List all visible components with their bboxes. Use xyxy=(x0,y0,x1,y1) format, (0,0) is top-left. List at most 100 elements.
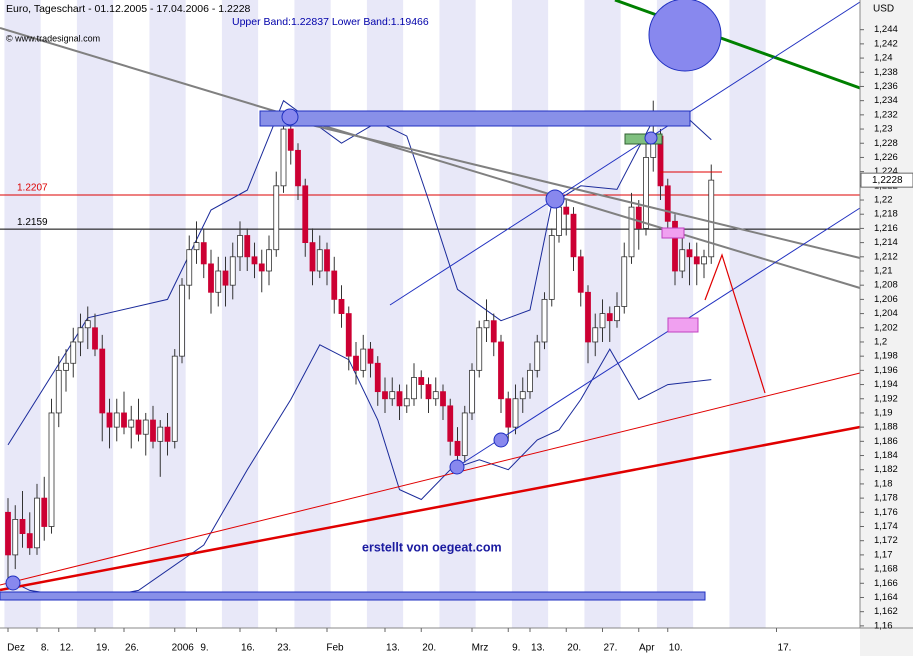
candle-body xyxy=(171,355,178,442)
candle-body xyxy=(266,249,272,272)
candle-body xyxy=(556,206,562,236)
candle-body xyxy=(258,263,265,272)
candle-body xyxy=(84,320,91,329)
y-tick-label: 1,214 xyxy=(874,237,898,248)
candle-body xyxy=(635,206,642,229)
y-tick-label: 1,212 xyxy=(874,251,898,262)
candle-body xyxy=(367,348,374,364)
stripe xyxy=(656,0,694,628)
candle-body xyxy=(121,412,127,428)
y-tick-label: 1,176 xyxy=(874,507,898,518)
y-tick-label: 1,194 xyxy=(874,379,898,390)
y-tick-label: 1,226 xyxy=(874,152,898,163)
trendline xyxy=(269,114,861,259)
x-tick-label: 8. xyxy=(41,643,49,654)
candle-body xyxy=(541,298,548,343)
candle-body xyxy=(244,235,251,258)
marker-circle xyxy=(5,575,21,591)
zone xyxy=(667,317,699,333)
candle-body xyxy=(403,398,410,407)
candle-body xyxy=(469,369,475,414)
y-tick-label: 1,18 xyxy=(874,478,893,489)
candle-body xyxy=(135,419,142,435)
y-tick-label: 1,162 xyxy=(874,606,898,617)
y-tick-label: 1,238 xyxy=(874,67,898,78)
price-label: 1,2228 xyxy=(872,175,903,186)
forecast-path xyxy=(704,253,766,394)
x-tick-label: 16. xyxy=(241,643,255,654)
candle-body xyxy=(302,185,309,244)
candle-body xyxy=(664,185,671,222)
candle-body xyxy=(382,391,388,400)
y-tick-label: 1,172 xyxy=(874,535,898,546)
zone xyxy=(259,110,691,127)
marker-circle xyxy=(648,0,722,72)
candle-body xyxy=(157,426,164,442)
marker-circle xyxy=(644,131,658,145)
y-tick-label: 1,174 xyxy=(874,521,898,532)
candle-body xyxy=(34,497,40,549)
y-tick-label: 1,22 xyxy=(874,195,893,206)
candle-body xyxy=(490,320,497,343)
marker-circle xyxy=(545,189,565,209)
candle-body xyxy=(411,377,417,400)
candle-body xyxy=(99,348,106,414)
x-tick-label: 13. xyxy=(531,643,545,654)
candle-body xyxy=(186,249,193,286)
y-tick-label: 1,2 xyxy=(874,336,887,347)
candle-body xyxy=(606,313,613,322)
x-tick-label: 20. xyxy=(567,643,581,654)
candle-body xyxy=(338,298,345,314)
candle-body xyxy=(19,519,26,535)
candle-body xyxy=(309,242,316,272)
marker-circle xyxy=(449,459,465,475)
y-tick-label: 1,24 xyxy=(874,53,893,64)
y-tick-label: 1,164 xyxy=(874,592,898,603)
candle-body xyxy=(614,306,620,322)
level-label: 1.2159 xyxy=(17,217,48,228)
y-tick-label: 1,206 xyxy=(874,294,898,305)
candle-body xyxy=(440,391,446,407)
candle-body xyxy=(164,426,171,442)
candle-body xyxy=(222,270,229,286)
candle-body xyxy=(5,511,11,556)
candle-body xyxy=(113,412,120,428)
candle-body xyxy=(628,206,635,258)
candle-body xyxy=(454,440,461,456)
band-line xyxy=(7,344,712,601)
candle-body xyxy=(215,270,222,293)
candle-body xyxy=(237,235,243,258)
trendline xyxy=(0,425,861,592)
y-tick-label: 1,188 xyxy=(874,422,898,433)
stripe xyxy=(294,0,331,628)
y-tick-label: 1,192 xyxy=(874,393,898,404)
x-tick-label: 2006 xyxy=(172,643,195,654)
y-tick-label: 1,216 xyxy=(874,223,898,234)
y-tick-label: 1,236 xyxy=(874,81,898,92)
stripe xyxy=(439,0,476,628)
y-tick-label: 1,21 xyxy=(874,266,893,277)
candle-body xyxy=(389,391,396,400)
x-tick-label: Mrz xyxy=(472,643,489,654)
stripe xyxy=(366,0,404,628)
y-tick-label: 1,19 xyxy=(874,407,893,418)
y-tick-label: 1,196 xyxy=(874,365,898,376)
candle-body xyxy=(621,256,628,307)
candle-body xyxy=(208,263,214,293)
candle-body xyxy=(345,313,352,357)
zone xyxy=(0,591,706,601)
x-tick-label: Feb xyxy=(326,643,344,654)
band-text: Upper Band:1.22837 Lower Band:1.19466 xyxy=(232,16,429,28)
x-tick-label: 12. xyxy=(60,643,74,654)
candle-body xyxy=(672,220,678,272)
candle-body xyxy=(229,256,236,286)
candle-body xyxy=(142,419,149,435)
candle-body xyxy=(273,185,280,251)
candle-body xyxy=(425,384,432,400)
x-tick-label: 13. xyxy=(386,643,400,654)
candle-body xyxy=(70,341,77,364)
candle-body xyxy=(708,179,715,258)
trendline xyxy=(0,27,861,289)
candle-body xyxy=(324,249,330,272)
